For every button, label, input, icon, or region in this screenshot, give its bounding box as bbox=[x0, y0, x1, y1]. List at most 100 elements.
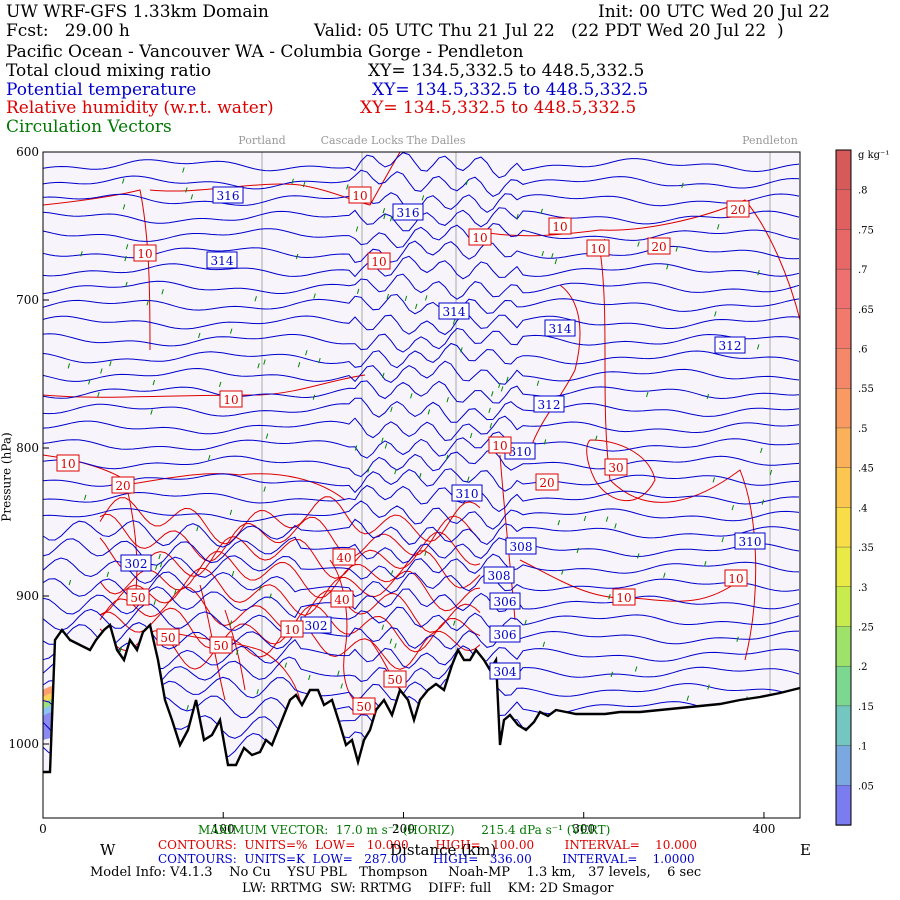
init-time: Init: 00 UTC Wed 20 Jul 22 bbox=[598, 2, 830, 22]
rh-contour-7 bbox=[529, 284, 581, 451]
colorbar-label-14: .15 bbox=[858, 702, 874, 713]
theta-contour-10 bbox=[42, 313, 800, 336]
circulation-vector bbox=[186, 705, 189, 711]
rh-contour-low-5 bbox=[99, 567, 481, 616]
circulation-vector bbox=[419, 473, 422, 479]
circulation-vector bbox=[106, 571, 110, 578]
location-label-4: Pendleton bbox=[742, 134, 798, 147]
circulation-vector bbox=[231, 570, 235, 577]
colorbar-label-11: .3 bbox=[858, 583, 868, 594]
colorbar-swatch-14 bbox=[835, 665, 852, 707]
theta-contour-21 bbox=[42, 500, 800, 530]
x-tick-label-1: 0 bbox=[39, 822, 47, 836]
theta-contour-27 bbox=[42, 603, 800, 635]
rh-contour-6 bbox=[599, 249, 757, 661]
rh-label-9: 10 bbox=[488, 436, 512, 454]
circulation-vector bbox=[318, 357, 321, 364]
colorbar-label-3: .7 bbox=[858, 265, 868, 276]
theta-contour-25 bbox=[42, 571, 800, 600]
circulation-vector bbox=[666, 264, 669, 270]
circulation-vector bbox=[125, 244, 129, 250]
theta-label-15-box bbox=[489, 662, 521, 680]
rh-label-24: 50 bbox=[352, 697, 376, 715]
circulation-vector bbox=[541, 251, 544, 257]
theta-label-10-text: 310 bbox=[739, 535, 762, 549]
circulation-vector bbox=[337, 670, 340, 676]
circulation-vector bbox=[263, 359, 266, 365]
theta-contour-8 bbox=[42, 273, 800, 300]
circulation-vector bbox=[308, 674, 311, 681]
circulation-vector bbox=[174, 588, 177, 595]
circulation-vector bbox=[394, 643, 397, 649]
theta-contour-7 bbox=[42, 255, 800, 280]
colorbar-frame bbox=[835, 149, 852, 826]
rh-label-20-box bbox=[126, 588, 150, 606]
rh-label-2-text: 10 bbox=[137, 247, 152, 261]
colorbar-label-9: .4 bbox=[858, 503, 868, 514]
rh-label-20-text: 50 bbox=[130, 591, 145, 605]
theta-label-14: 306 bbox=[489, 625, 521, 643]
circulation-vector bbox=[218, 381, 222, 388]
theta-label-10: 310 bbox=[734, 532, 766, 550]
circulation-vector bbox=[760, 447, 763, 454]
rh-label-10-box bbox=[612, 588, 636, 606]
east-label: E bbox=[800, 841, 811, 859]
colorbar-swatch-17 bbox=[835, 785, 852, 826]
colorbar-label-12: .25 bbox=[858, 622, 874, 633]
rh-label-22-text: 50 bbox=[213, 639, 228, 653]
theta-label-8: 310 bbox=[504, 442, 536, 460]
rh-label-10-text: 10 bbox=[616, 591, 631, 605]
circulation-vector bbox=[197, 332, 201, 339]
circulation-vector bbox=[389, 216, 393, 222]
rh-label-16: 20 bbox=[726, 200, 750, 218]
circulation-vector bbox=[414, 303, 418, 309]
circulation-vector bbox=[500, 386, 504, 392]
rh-label-11: 10 bbox=[724, 569, 748, 587]
circulation-vector bbox=[259, 585, 262, 591]
theta-label-12-box bbox=[483, 566, 515, 584]
circulation-vector bbox=[410, 393, 413, 399]
theta-label-11-text: 308 bbox=[510, 540, 533, 554]
rh-label-14: 20 bbox=[535, 473, 559, 491]
colorbar-swatch-10 bbox=[835, 507, 852, 548]
model-info: Model Info: V4.1.3 No Cu YSU PBL Thompso… bbox=[90, 865, 702, 880]
field-theta-label: Potential temperature bbox=[6, 80, 197, 100]
circulation-vector bbox=[524, 619, 527, 626]
circulation-vector bbox=[382, 372, 385, 379]
y-tick-label-2: 700 bbox=[16, 293, 39, 307]
rh-label-8-box bbox=[56, 454, 80, 472]
theta-contour-11 bbox=[42, 327, 800, 353]
circulation-vector bbox=[731, 504, 735, 511]
circulation-vector bbox=[488, 407, 491, 413]
rh-label-5-box bbox=[548, 217, 572, 235]
circulation-vector bbox=[636, 553, 640, 559]
rh-label-9-text: 10 bbox=[492, 439, 507, 453]
field-vectors-label: Circulation Vectors bbox=[6, 117, 172, 137]
circulation-vector bbox=[498, 382, 501, 389]
circulation-vector bbox=[634, 666, 638, 672]
circulation-vector bbox=[291, 178, 294, 184]
x-tick-label-5: 400 bbox=[752, 822, 775, 836]
y-tick-label-3: 800 bbox=[16, 441, 39, 455]
colorbar-label-6: .55 bbox=[858, 384, 874, 395]
theta-contour-18 bbox=[42, 449, 800, 478]
colorbar-label-8: .45 bbox=[858, 464, 874, 475]
colorbar-label-10: .35 bbox=[858, 543, 874, 554]
rh-contour-4 bbox=[124, 473, 346, 501]
theta-label-5-box bbox=[544, 319, 576, 337]
rh-contour-low-4 bbox=[99, 550, 481, 599]
rh-contour-10 bbox=[159, 629, 301, 701]
rh-label-2-box bbox=[133, 244, 157, 262]
y-tick-label-1: 600 bbox=[16, 145, 39, 159]
plot-frame bbox=[42, 151, 801, 819]
theta-label-11-box bbox=[505, 537, 537, 555]
location-label-3: The Dalles bbox=[407, 134, 466, 147]
circulation-vector bbox=[146, 300, 149, 306]
theta-label-16: 302 bbox=[120, 554, 152, 572]
circulation-vector bbox=[346, 184, 349, 190]
rh-label-23: 50 bbox=[383, 670, 407, 688]
terrain-surface-line bbox=[43, 622, 801, 774]
circulation-vector bbox=[460, 347, 463, 353]
rh-label-15-text: 20 bbox=[651, 240, 666, 254]
rh-label-7-text: 10 bbox=[223, 393, 238, 407]
